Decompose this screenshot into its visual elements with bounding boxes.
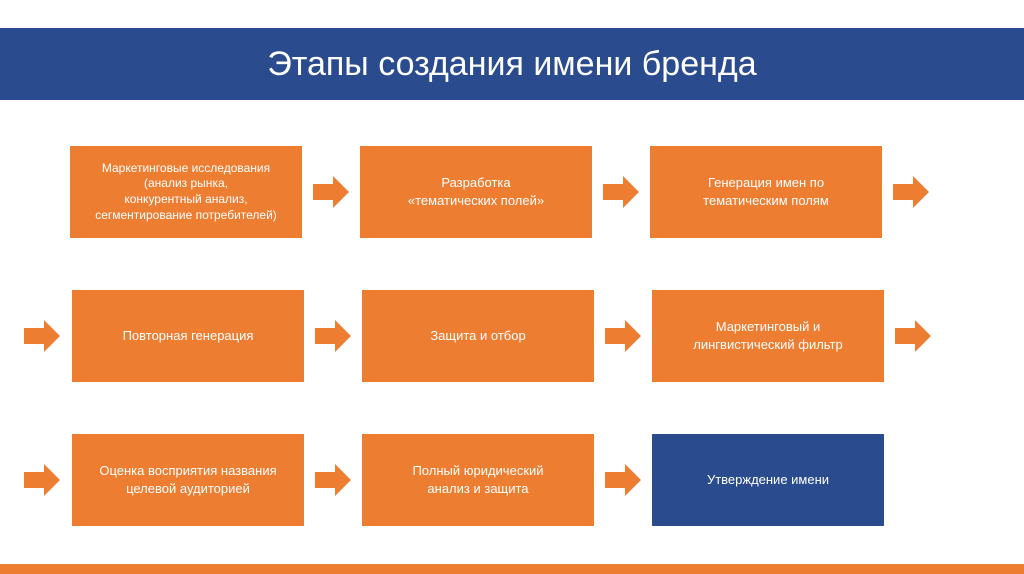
flow-box-b5: Защита и отбор — [362, 290, 594, 382]
arrow-right-icon — [304, 318, 362, 354]
flow-row-1: Маркетинговые исследования(анализ рынка,… — [0, 146, 1024, 238]
arrow-right-icon — [20, 462, 64, 498]
flow-box-b9: Утверждение имени — [652, 434, 884, 526]
footer-bar — [0, 564, 1024, 574]
arrow-right-icon — [882, 174, 940, 210]
arrow-right-icon — [884, 318, 942, 354]
arrow-right-icon — [304, 462, 362, 498]
flow-box-b7: Оценка восприятия названияцелевой аудито… — [72, 434, 304, 526]
flow-box-b2: Разработка«тематических полей» — [360, 146, 592, 238]
arrow-right-icon — [302, 174, 360, 210]
flow-box-b1: Маркетинговые исследования(анализ рынка,… — [70, 146, 302, 238]
flow-box-b3: Генерация имен потематическим полям — [650, 146, 882, 238]
header-bar: Этапы создания имени бренда — [0, 28, 1024, 100]
flowchart-stage: Маркетинговые исследования(анализ рынка,… — [0, 128, 1024, 548]
arrow-right-icon — [592, 174, 650, 210]
arrow-right-icon — [594, 318, 652, 354]
page-title: Этапы создания имени бренда — [267, 45, 756, 84]
flow-box-b4: Повторная генерация — [72, 290, 304, 382]
arrow-right-icon — [20, 318, 64, 354]
flow-row-2: Повторная генерация Защита и отбор Марке… — [0, 290, 1024, 382]
flow-box-b6: Маркетинговый илингвистический фильтр — [652, 290, 884, 382]
flow-box-b8: Полный юридическийанализ и защита — [362, 434, 594, 526]
flow-row-3: Оценка восприятия названияцелевой аудито… — [0, 434, 1024, 526]
arrow-right-icon — [594, 462, 652, 498]
